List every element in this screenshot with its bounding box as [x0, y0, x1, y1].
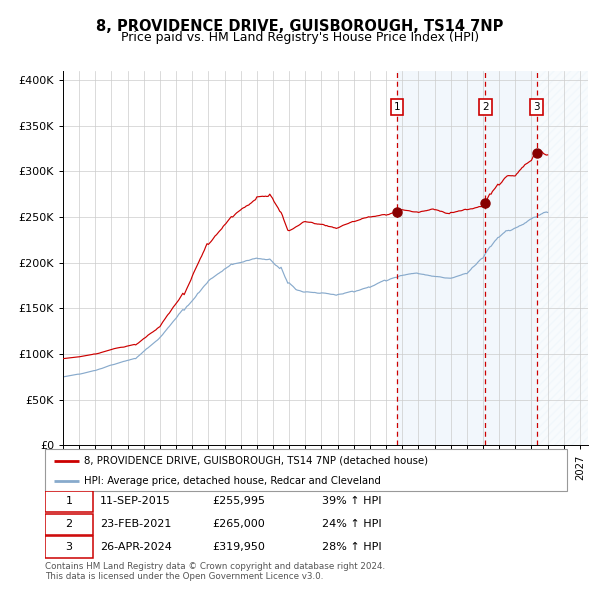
Text: 3: 3 [533, 102, 540, 112]
Bar [397, 71, 536, 445]
Text: 2: 2 [65, 519, 73, 529]
Text: Price paid vs. HM Land Registry's House Price Index (HPI): Price paid vs. HM Land Registry's House … [121, 31, 479, 44]
Text: 23-FEB-2021: 23-FEB-2021 [100, 519, 171, 529]
Text: 11-SEP-2015: 11-SEP-2015 [100, 496, 170, 506]
Text: 8, PROVIDENCE DRIVE, GUISBOROUGH, TS14 7NP: 8, PROVIDENCE DRIVE, GUISBOROUGH, TS14 7… [97, 19, 503, 34]
Bar [536, 71, 588, 445]
Text: £265,000: £265,000 [212, 519, 265, 529]
Text: 39% ↑ HPI: 39% ↑ HPI [322, 496, 381, 506]
FancyBboxPatch shape [45, 491, 93, 512]
Text: 3: 3 [65, 542, 73, 552]
FancyBboxPatch shape [45, 536, 93, 558]
Text: 24% ↑ HPI: 24% ↑ HPI [322, 519, 381, 529]
Text: £255,995: £255,995 [212, 496, 265, 506]
Text: 1: 1 [65, 496, 73, 506]
Text: 28% ↑ HPI: 28% ↑ HPI [322, 542, 381, 552]
Text: 8, PROVIDENCE DRIVE, GUISBOROUGH, TS14 7NP (detached house): 8, PROVIDENCE DRIVE, GUISBOROUGH, TS14 7… [84, 456, 428, 466]
Text: 1: 1 [394, 102, 401, 112]
Text: 2: 2 [482, 102, 489, 112]
FancyBboxPatch shape [45, 514, 93, 535]
FancyBboxPatch shape [45, 449, 567, 491]
Text: HPI: Average price, detached house, Redcar and Cleveland: HPI: Average price, detached house, Redc… [84, 476, 381, 486]
Text: £319,950: £319,950 [212, 542, 265, 552]
Text: 26-APR-2024: 26-APR-2024 [100, 542, 172, 552]
Text: Contains HM Land Registry data © Crown copyright and database right 2024.
This d: Contains HM Land Registry data © Crown c… [45, 562, 385, 581]
